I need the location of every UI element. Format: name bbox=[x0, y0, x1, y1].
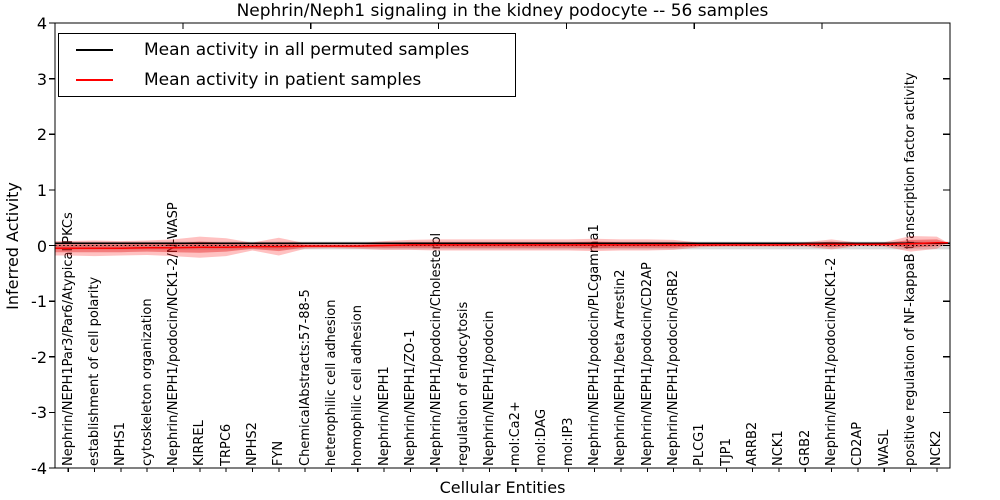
patient-band-outer bbox=[55, 236, 947, 258]
legend-line-permuted-icon bbox=[76, 49, 113, 51]
legend-label-patient: Mean activity in patient samples bbox=[144, 70, 422, 90]
legend-item-patient: Mean activity in patient samples bbox=[59, 66, 515, 94]
legend-box: Mean activity in all permuted samples Me… bbox=[58, 33, 516, 97]
chart-title: Nephrin/Neph1 signaling in the kidney po… bbox=[236, 1, 769, 21]
legend-label-permuted: Mean activity in all permuted samples bbox=[144, 40, 470, 60]
x-axis-label: Cellular Entities bbox=[439, 478, 566, 497]
legend-item-permuted: Mean activity in all permuted samples bbox=[59, 36, 515, 64]
legend-line-patient-icon bbox=[76, 79, 113, 81]
mean-patient-line bbox=[55, 241, 948, 250]
y-axis-label: Inferred Activity bbox=[3, 182, 22, 310]
